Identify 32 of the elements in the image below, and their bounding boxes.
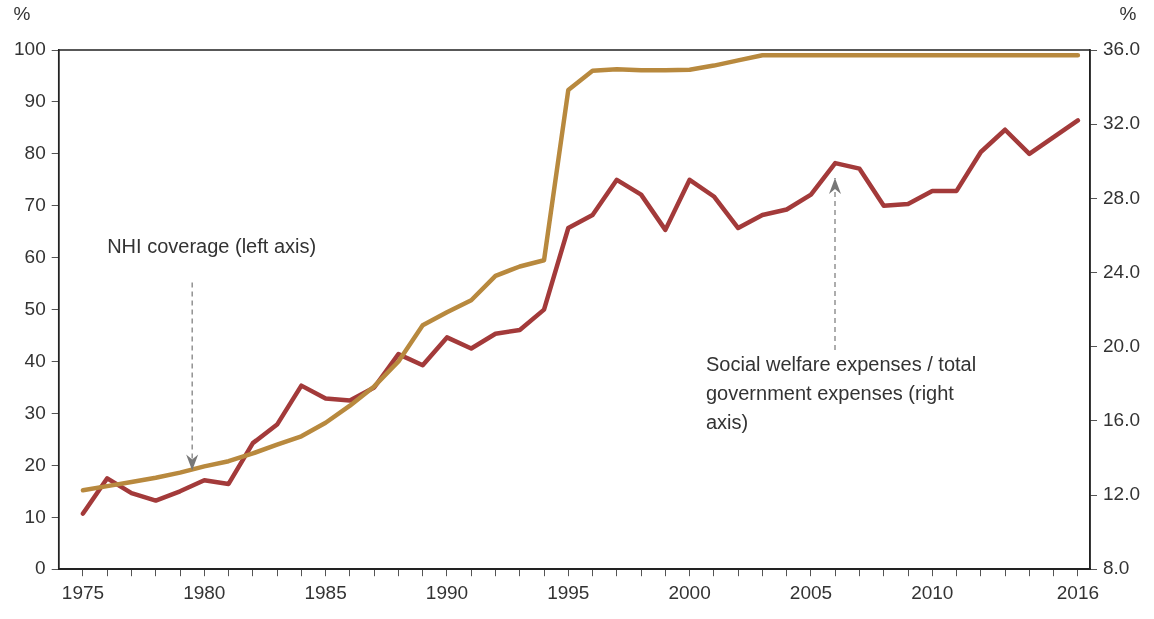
y2-tick-label: 12.0	[1103, 483, 1140, 505]
x-tick-label: 1985	[304, 581, 347, 603]
y-tick-label: 90	[24, 90, 46, 112]
y-tick-label: 80	[24, 142, 46, 164]
x-tick-label: 2005	[789, 581, 833, 603]
y-tick-label: 100	[14, 38, 46, 60]
y2-tick-label: 20.0	[1103, 334, 1140, 356]
x-tick-label: 1980	[183, 581, 226, 603]
y-tick-label: 40	[24, 349, 46, 371]
y-tick-label: 20	[24, 453, 46, 475]
y-tick-label: 30	[24, 401, 46, 423]
annotation: NHI coverage (left axis)	[107, 233, 318, 259]
x-tick-label: 2000	[668, 581, 711, 603]
y2-tick-label: 28.0	[1103, 186, 1140, 208]
x-tick-label: 2010	[911, 581, 954, 603]
x-tick-label: 1990	[425, 581, 469, 603]
y2-tick-label: 16.0	[1103, 409, 1140, 431]
y-tick-label: 50	[24, 297, 46, 319]
annotation: Social welfare expenses / total government expenses (right axis)	[706, 352, 978, 435]
x-tick-label: 1995	[547, 581, 590, 603]
y2-tick-label: 8.0	[1103, 557, 1130, 579]
y2-tick-label: 24.0	[1103, 260, 1140, 282]
x-tick-label: 1975	[61, 581, 105, 603]
x-tick-label: 2016	[1056, 581, 1100, 603]
y-tick-label: 70	[24, 193, 46, 215]
y2-axis-title: %	[1119, 3, 1137, 24]
y-tick-label: 0	[35, 557, 46, 579]
y2-tick-label: 36.0	[1103, 38, 1140, 60]
y2-tick-label: 32.0	[1103, 112, 1140, 134]
y-tick-label: 10	[24, 505, 46, 527]
y-tick-label: 60	[24, 245, 46, 267]
y-axis-title: %	[13, 3, 31, 24]
